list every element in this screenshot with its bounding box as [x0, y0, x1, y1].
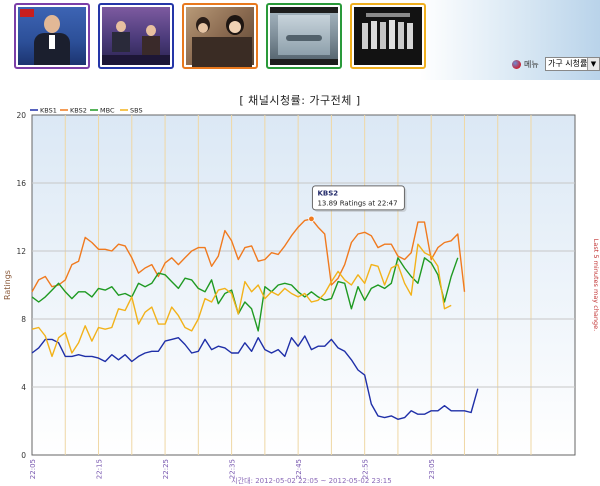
legend-label-mbc: MBC	[100, 107, 115, 115]
y-tick-label: 4	[21, 383, 26, 392]
update-note: Last 5 minutes may change.	[592, 239, 600, 331]
chart-title: [ 채널시청률: 가구전체 ]	[239, 94, 361, 107]
menu-label[interactable]: 메뉴	[524, 60, 539, 69]
ratings-line-chart: 0 4 8 12 16 20 22:05 22:15 22:25 22:35 22:45 22:55 2…	[3, 107, 600, 486]
series-line-kbs2	[31, 218, 466, 293]
drama-scene-image	[186, 7, 254, 67]
plot-area	[31, 114, 576, 456]
x-tick-label: 22:05	[29, 459, 37, 479]
legend-label-sbs: SBS	[130, 107, 143, 115]
audience-select[interactable]: 가구 시청률 ▼	[545, 57, 600, 71]
channel-thumbnail-sbs[interactable]	[266, 3, 342, 69]
audience-select-value: 가구 시청률	[548, 59, 588, 68]
globe-icon[interactable]	[512, 60, 521, 69]
channel-thumbnail-other[interactable]	[350, 3, 426, 69]
x-tick-label: 22:35	[229, 459, 237, 479]
music-show-image	[354, 7, 422, 65]
x-tick-label: 22:55	[362, 459, 370, 479]
tooltip-box	[311, 185, 405, 211]
chevron-down-icon[interactable]: ▼	[587, 58, 599, 70]
tooltip-text: 13.89 Ratings at 22:47	[317, 199, 397, 207]
y-tick-label: 12	[16, 247, 26, 256]
y-tick-label: 20	[16, 111, 26, 120]
y-tick-label: 16	[16, 179, 26, 188]
landscape-scene-image	[270, 7, 338, 65]
series-line-sbs	[31, 243, 452, 358]
series-line-kbs1	[31, 335, 479, 420]
x-tick-label: 23:05	[428, 459, 436, 479]
x-axis-label: 시간대: 2012-05-02 22:05 ~ 2012-05-02 23:15	[231, 476, 391, 485]
channel-thumbnail-kbs1[interactable]	[14, 3, 90, 69]
y-tick-label: 0	[21, 451, 26, 460]
talk-show-image	[102, 7, 170, 65]
legend-label-kbs1: KBS1	[40, 107, 57, 115]
tooltip-series: KBS2	[317, 189, 338, 197]
channel-thumbnail-mbc[interactable]	[182, 3, 258, 69]
x-tick-label: 22:45	[295, 459, 303, 479]
legend-label-kbs2: KBS2	[70, 107, 87, 115]
news-anchor-image	[18, 7, 86, 65]
x-tick-label: 22:25	[162, 459, 170, 479]
channel-thumbnails	[14, 3, 434, 75]
series-line-mbc	[31, 257, 459, 332]
x-tick-label: 22:15	[96, 459, 104, 479]
channel-thumbnail-kbs2[interactable]	[98, 3, 174, 69]
y-axis-label: Ratings	[3, 270, 12, 300]
tooltip-marker	[308, 215, 315, 223]
y-tick-label: 8	[21, 315, 26, 324]
